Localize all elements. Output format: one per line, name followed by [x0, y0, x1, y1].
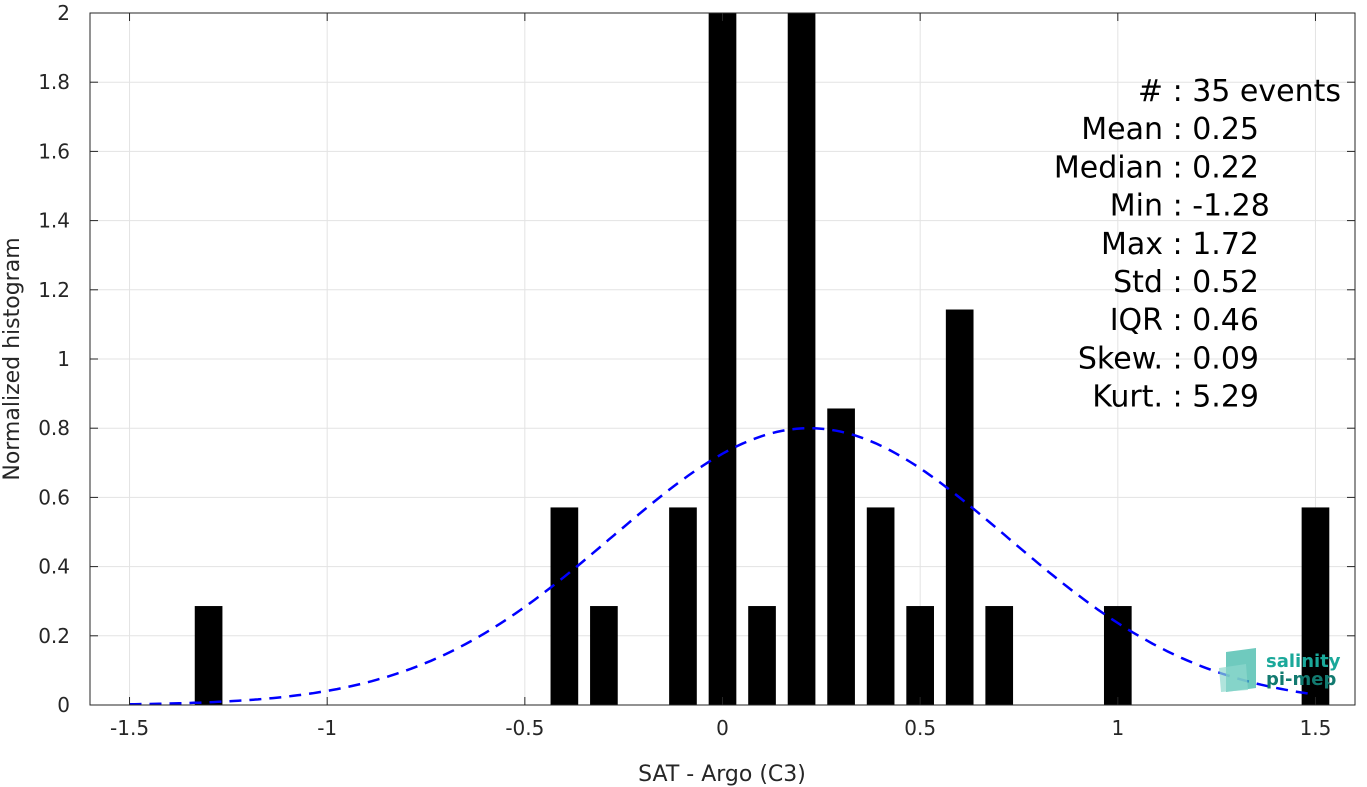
- histogram-bar: [866, 507, 895, 705]
- gaussian-fit-curve: [129, 426, 1316, 706]
- y-tick-label: 1.6: [38, 139, 70, 163]
- x-tick-label: 0: [716, 716, 729, 740]
- histogram-bar: [590, 606, 618, 705]
- logo-text-pi-mep: pi-mep: [1266, 669, 1336, 690]
- logo-mark-shadow: [1219, 664, 1248, 692]
- stat-line: Skew. : 0.09: [1078, 341, 1259, 376]
- histogram-bar: [985, 606, 1014, 705]
- y-tick-label: 1.4: [38, 209, 70, 233]
- stat-line: Std : 0.52: [1113, 265, 1259, 300]
- x-tick-label: 1.5: [1300, 716, 1332, 740]
- stat-line: Max : 1.72: [1101, 227, 1259, 262]
- y-tick-label: 0.2: [38, 624, 70, 648]
- y-tick-label: 2: [57, 1, 70, 25]
- histogram-bar: [194, 606, 223, 705]
- y-tick-label: 0.6: [38, 485, 70, 509]
- y-tick-label: 1: [57, 347, 70, 371]
- logo-text-salinity: salinity: [1266, 651, 1341, 672]
- histogram-bar: [787, 13, 816, 705]
- histogram-bar: [1103, 606, 1132, 705]
- stat-line: Kurt. : 5.29: [1092, 380, 1259, 415]
- x-tick-label: -0.5: [505, 716, 544, 740]
- x-tick-label: -1.5: [110, 716, 149, 740]
- stat-line: Mean : 0.25: [1081, 112, 1259, 147]
- y-tick-label: 1.2: [38, 278, 70, 302]
- fit-curve-group: [129, 426, 1316, 706]
- stat-line: # : 35 events: [1138, 74, 1341, 109]
- x-tick-label: 0.5: [904, 716, 936, 740]
- stat-line: Median : 0.22: [1054, 150, 1259, 185]
- x-tick-label: 1: [1111, 716, 1124, 740]
- histogram-bar: [906, 606, 934, 705]
- histogram-bar: [669, 507, 697, 705]
- x-axis-title: SAT - Argo (C3): [638, 762, 806, 787]
- histogram-bar: [748, 606, 776, 705]
- y-axis: 0 0.2 0.4 0.6 0.8 1 1.2 1.4 1.6 1.8 2: [38, 1, 1355, 717]
- y-axis-title: Normalized histogram: [0, 237, 25, 480]
- y-tick-label: 0.8: [38, 416, 70, 440]
- histogram-bar: [945, 309, 974, 705]
- salinity-pi-mep-logo: salinity pi-mep: [1219, 648, 1341, 692]
- histogram-bar: [550, 507, 579, 705]
- bars: [194, 13, 1330, 705]
- x-axis: -1.5 -1 -0.5 0 0.5 1 1.5: [110, 13, 1331, 740]
- y-tick-label: 1.8: [38, 70, 70, 94]
- stat-line: Min : -1.28: [1110, 189, 1270, 224]
- x-tick-label: -1: [317, 716, 337, 740]
- histogram-bar: [708, 13, 737, 705]
- histogram-bar: [1301, 507, 1330, 705]
- y-tick-label: 0: [57, 693, 70, 717]
- histogram-bar: [827, 408, 855, 705]
- stat-line: IQR : 0.46: [1110, 303, 1259, 338]
- y-tick-label: 0.4: [38, 555, 70, 579]
